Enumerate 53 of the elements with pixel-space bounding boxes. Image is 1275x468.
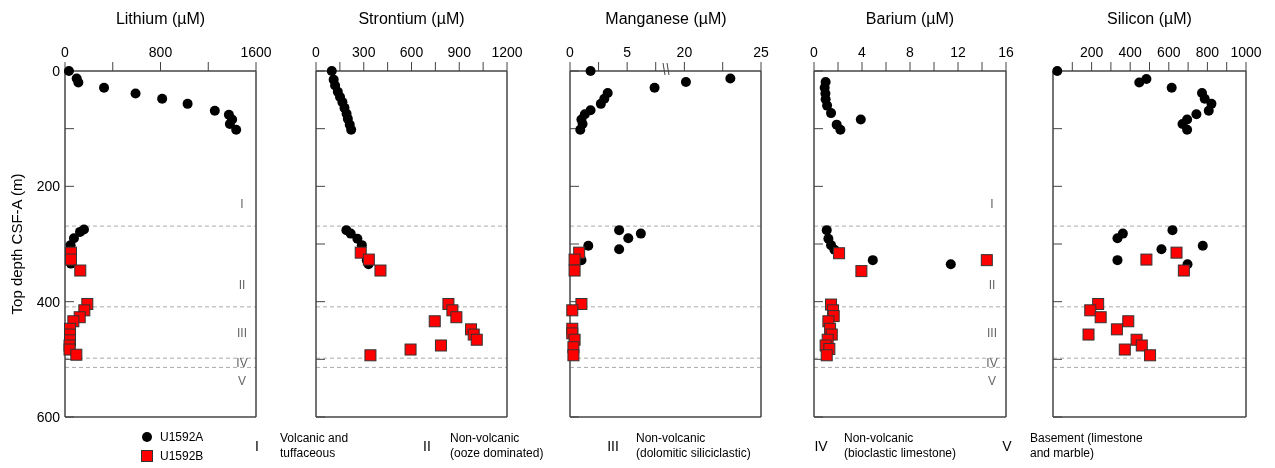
- annotation: III: [986, 325, 998, 340]
- y-tick-label: 0: [52, 62, 61, 79]
- chart-title: Strontium (µM): [358, 10, 465, 27]
- x-tick-label: 12: [950, 44, 966, 60]
- annotation: IV: [236, 355, 248, 370]
- x-tick-label: 5: [623, 44, 632, 60]
- x-tick-label: 900: [447, 44, 472, 60]
- x-tick-label: 8: [906, 44, 915, 60]
- x-tick-label: 300: [352, 44, 376, 60]
- x-tick-label: 4: [858, 44, 867, 60]
- y-tick-label: 200: [36, 178, 61, 195]
- x-tick-label: 800: [1195, 44, 1220, 60]
- annotation: I: [240, 197, 244, 212]
- annotation: V: [987, 373, 997, 388]
- text: Non-volcanic (dolomitic siliciclastic): [636, 431, 751, 460]
- text: II: [423, 437, 431, 454]
- x-tick-label: 1000: [1230, 44, 1262, 60]
- x-tick-label: 800: [148, 44, 173, 60]
- text: IV: [814, 437, 829, 454]
- x-tick-label: 20: [676, 44, 693, 60]
- x-tick-label: 200: [1079, 44, 1104, 60]
- annotation: II: [238, 278, 246, 293]
- chart-title: Lithium (µM): [115, 10, 206, 27]
- annotation: V: [237, 373, 247, 388]
- x-tick-label: 600: [1157, 44, 1181, 60]
- y-tick-label: 600: [36, 408, 61, 425]
- annotation: IV: [986, 355, 998, 370]
- annotation: III: [236, 325, 248, 340]
- text: Non-volcanic (bioclastic limestone): [844, 431, 957, 460]
- text: III: [607, 437, 619, 454]
- x-tick-label: 0: [566, 44, 575, 60]
- x-tick-label: 0: [810, 44, 819, 60]
- y-axis-title: Top depth CSF-A (m): [8, 173, 25, 315]
- x-tick-label: 1600: [240, 44, 272, 60]
- text: I: [255, 437, 259, 454]
- chart-title: Silicon (µM): [1107, 10, 1192, 27]
- text: Non-volcanic (ooze dominated): [450, 431, 544, 460]
- x-tick-label: 0: [312, 44, 321, 60]
- annotation: II: [988, 278, 996, 293]
- legend-label: U1592B: [160, 449, 204, 464]
- text: Volcanic and tuffaceous: [280, 431, 349, 460]
- x-tick-label: 600: [399, 44, 424, 60]
- x-tick-label: 25: [753, 44, 769, 60]
- annotation: I: [990, 197, 994, 212]
- y-tick-label: 400: [36, 293, 61, 310]
- legend-label: U1592A: [160, 430, 204, 445]
- chart-title: Manganese (µM): [605, 10, 727, 27]
- text: Basement (limestone and marble): [1030, 431, 1144, 460]
- text: V: [1002, 437, 1013, 454]
- x-tick-label: 400: [1118, 44, 1143, 60]
- x-tick-label: 1200: [491, 44, 523, 60]
- chart-title: Barium (µM): [865, 10, 955, 27]
- x-tick-label: 16: [998, 44, 1014, 60]
